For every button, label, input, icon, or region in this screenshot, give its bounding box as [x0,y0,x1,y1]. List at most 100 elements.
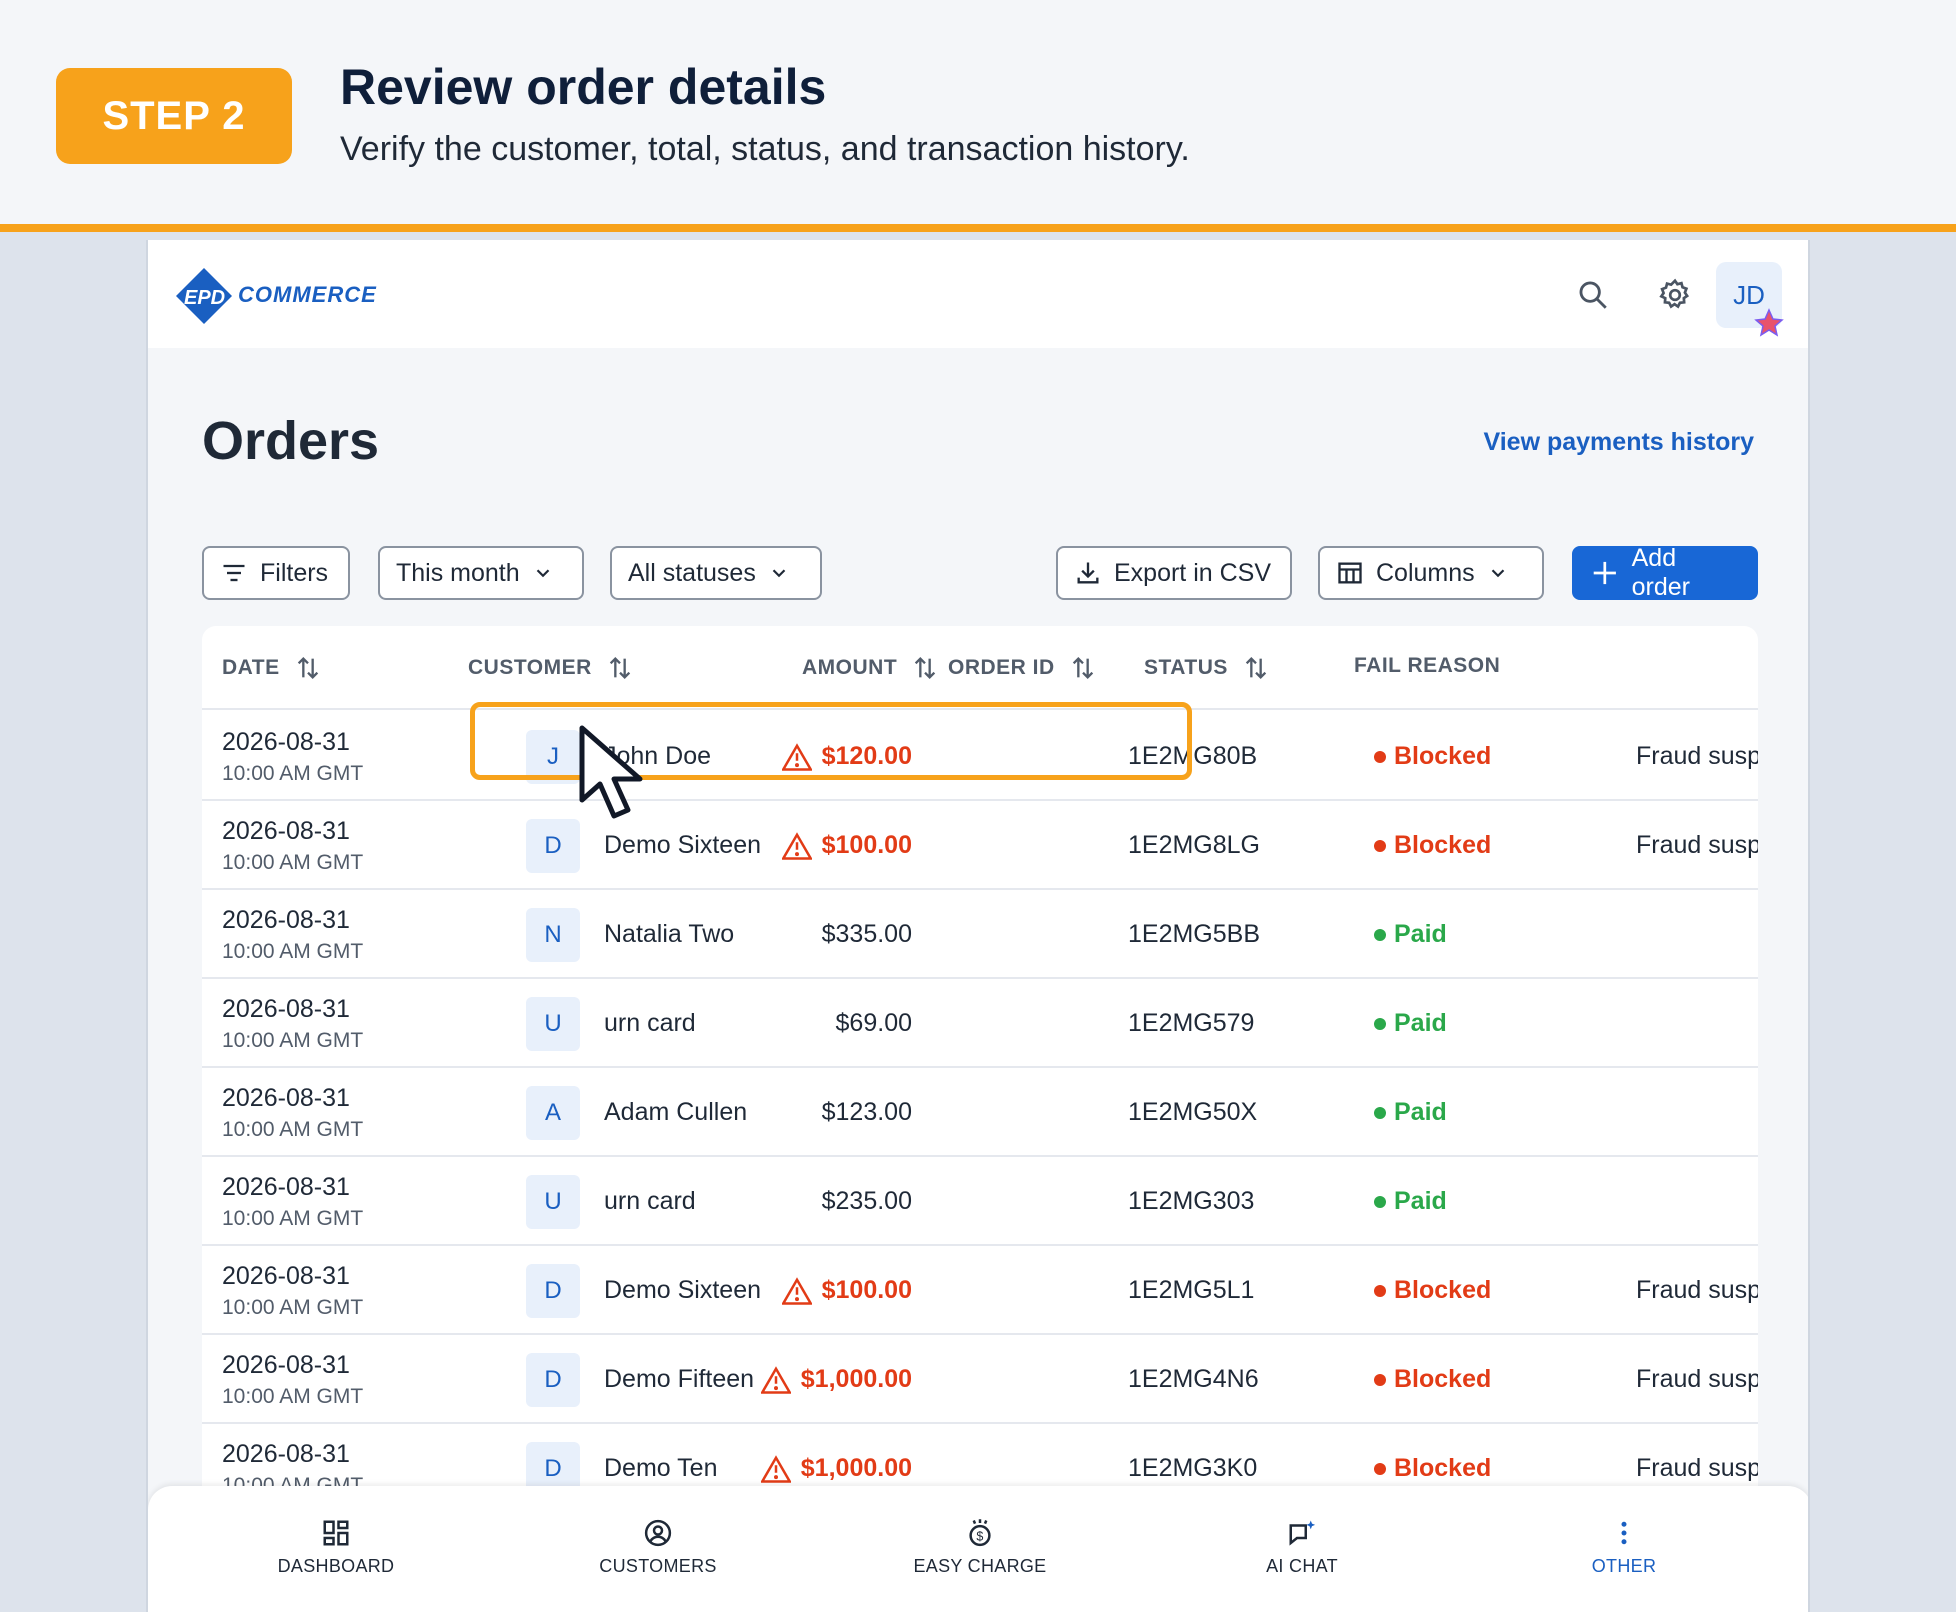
column-header-amount[interactable]: AMOUNT [802,654,939,682]
column-header-status[interactable]: STATUS [1144,654,1270,682]
status-select[interactable]: All statuses [610,546,822,600]
column-header-order-id[interactable]: ORDER ID [948,654,1097,682]
app-window: EPD COMMERCE JD Orders View payments his… [146,240,1810,1612]
customer-name[interactable]: Demo Sixteen [604,1276,762,1304]
amount-value: $235.00 [821,1187,912,1215]
sort-icon[interactable] [1069,654,1097,682]
order-amount: $100.00 [781,1276,912,1305]
order-date: 2026-08-31 [222,1084,350,1112]
status-badge: Blocked [1374,742,1491,771]
dashboard-icon [323,1520,349,1546]
add-order-button[interactable]: Add order [1572,544,1758,601]
amount-value: $100.00 [821,1276,912,1304]
customer-name[interactable]: Demo Fifteen [604,1365,755,1393]
nav-item-dashboard[interactable]: DASHBOARD [226,1518,446,1577]
search-button[interactable] [1568,270,1618,320]
sort-icon[interactable] [294,654,322,682]
status-dot [1374,750,1386,763]
warning-icon [760,1454,791,1483]
order-amount: $69.00 [836,1009,912,1038]
column-header-date[interactable]: DATE [222,654,322,682]
order-date: 2026-08-31 [222,728,350,756]
customer-initial-avatar: D [526,819,580,873]
table-row[interactable]: 2026-08-31 10:00 AM GMT D Demo Fifteen $1,00… [202,1335,1758,1424]
view-payments-history-link[interactable]: View payments history [1483,428,1754,456]
sort-icon[interactable] [1242,654,1270,682]
column-header-label: DATE [222,656,280,679]
table-row[interactable]: 2026-08-31 10:00 AM GMT N Natalia Two $335.0… [202,890,1758,979]
sort-icon[interactable] [911,654,939,682]
nav-label: CUSTOMERS [599,1556,717,1576]
mouse-cursor-icon [579,725,643,819]
customer-initial-avatar: D [526,1264,580,1318]
sort-icon[interactable] [606,654,634,682]
period-label: This month [396,558,520,587]
column-header-label: STATUS [1144,656,1228,679]
order-id: 1E2MG50X [1128,1098,1258,1126]
column-header-customer[interactable]: CUSTOMER [468,654,634,682]
column-header-fail-reason[interactable]: FAIL REASON [1354,654,1500,678]
banner-title: Review order details [340,59,827,115]
settings-button[interactable] [1650,270,1700,320]
status-badge: Blocked [1374,1454,1491,1483]
order-id: 1E2MG4N6 [1128,1365,1259,1393]
nav-item-ai-chat[interactable]: AI CHAT [1192,1518,1412,1577]
status-badge: Paid [1374,1009,1447,1038]
nav-item-customers[interactable]: CUSTOMERS [548,1518,768,1577]
order-date: 2026-08-31 [222,1351,350,1379]
table-row[interactable]: 2026-08-31 10:00 AM GMT A Adam Cullen $123.0… [202,1068,1758,1157]
chevron-down-icon [1491,569,1504,578]
amount-value: $69.00 [835,1009,912,1037]
customer-name[interactable]: urn card [604,1187,696,1215]
table-row[interactable]: 2026-08-31 10:00 AM GMT J John Doe $120.00 1E… [202,712,1758,801]
svg-text:EPD: EPD [184,287,225,309]
table-row[interactable]: 2026-08-31 10:00 AM GMT D Demo Sixteen $100.… [202,1246,1758,1335]
customer-initial-avatar: U [526,1175,580,1229]
fail-reason: Fraud susp [1636,742,1758,770]
customer-name[interactable]: Demo Sixteen [604,831,762,859]
customer-initial-avatar: U [526,997,580,1051]
nav-item-other[interactable]: OTHER [1514,1518,1734,1577]
order-date: 2026-08-31 [222,1262,350,1290]
logo-text: COMMERCE [238,282,377,307]
order-amount: $235.00 [822,1187,912,1216]
orders-table: DATE CUSTOMER AMOUNT ORDER ID STATUS FAIL REA… [202,626,1758,1612]
order-id: 1E2MG80B [1128,742,1258,770]
amount-value: $123.00 [821,1098,912,1126]
order-time: 10:00 AM GMT [222,1296,364,1319]
customer-name[interactable]: Demo Ten [604,1454,718,1482]
nav-label: AI CHAT [1266,1556,1338,1576]
status-label: Paid [1394,920,1447,948]
filters-button[interactable]: Filters [202,546,350,600]
order-id: 1E2MG3K0 [1128,1454,1258,1482]
order-date: 2026-08-31 [222,1173,350,1201]
period-select[interactable]: This month [378,546,584,600]
nav-item-easy-charge[interactable]: $ EASY CHARGE [870,1518,1090,1577]
customer-name[interactable]: urn card [604,1009,696,1037]
status-label: Blocked [1394,1454,1492,1482]
step-badge: STEP 2 [56,68,292,164]
columns-icon [1338,562,1362,584]
export-csv-button[interactable]: Export in CSV [1056,546,1292,600]
epd-logo-icon[interactable]: EPD [174,266,394,326]
warning-icon [781,831,812,860]
customer-name[interactable]: Natalia Two [604,920,735,948]
columns-button[interactable]: Columns [1318,546,1544,600]
svg-text:$: $ [976,1530,983,1544]
fail-reason: Fraud susp [1636,1365,1758,1393]
column-header-label: ORDER ID [948,656,1055,679]
status-dot [1374,1017,1386,1030]
table-header: DATE CUSTOMER AMOUNT ORDER ID STATUS FAIL REA… [202,626,1758,710]
customer-name[interactable]: Adam Cullen [604,1098,748,1126]
amount-value: $1,000.00 [800,1365,912,1393]
table-row[interactable]: 2026-08-31 10:00 AM GMT D Demo Sixteen $100.… [202,801,1758,890]
status-label: Blocked [1394,742,1492,770]
status-badge: Paid [1374,920,1447,949]
status-label: Paid [1394,1098,1447,1126]
order-date: 2026-08-31 [222,995,350,1023]
order-date: 2026-08-31 [222,817,350,845]
order-time: 10:00 AM GMT [222,1118,364,1141]
